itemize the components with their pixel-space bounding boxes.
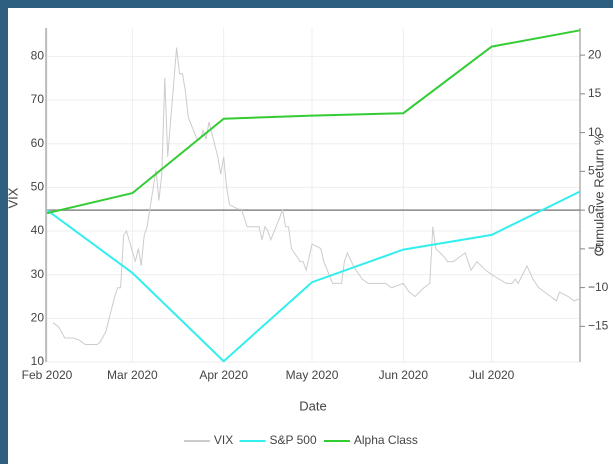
y-tick-label: 70 [31,92,45,106]
y2-tick-label: 0 [588,202,595,216]
x-tick-label: May 2020 [286,368,339,382]
x-tick-label: Apr 2020 [199,368,248,382]
y-axis-title: VIX [5,187,20,208]
y-tick-label: 80 [31,49,45,63]
series-line [52,47,581,345]
y-tick-label: 20 [31,311,45,325]
x-tick-label: Jul 2020 [469,368,515,382]
x-tick-label: Mar 2020 [107,368,158,382]
y2-axis-title: Cumulative Return % [591,133,606,256]
series-line [46,29,581,215]
y2-tick-label: −5 [588,241,602,255]
y2-tick-label: 5 [588,164,595,178]
legend-label: S&P 500 [270,433,317,447]
x-tick-label: Jun 2020 [379,368,429,382]
y2-tick-label: −10 [588,280,609,294]
series-line [46,190,581,363]
y-tick-label: 50 [31,180,45,194]
y-tick-label: 10 [31,354,45,368]
y2-tick-label: 20 [588,47,602,61]
y2-tick-label: −15 [588,319,609,333]
y2-tick-label: 10 [588,125,602,139]
legend-label: Alpha Class [354,433,418,447]
x-axis-title: Date [299,398,326,413]
y-tick-label: 30 [31,267,45,281]
y-tick-label: 40 [31,223,45,237]
x-tick-label: Feb 2020 [22,368,73,382]
panel [8,8,613,464]
y-tick-label: 60 [31,136,45,150]
y2-tick-label: 15 [588,86,602,100]
legend-label: VIX [214,433,233,447]
